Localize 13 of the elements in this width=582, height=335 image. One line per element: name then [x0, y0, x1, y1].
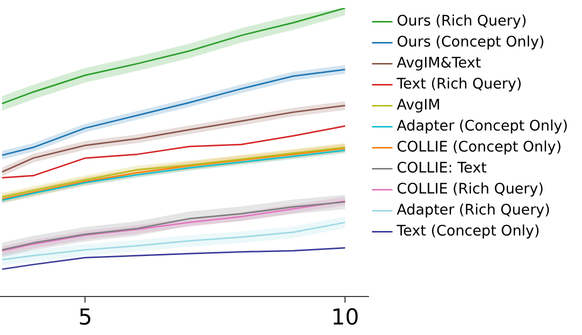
legend-label: Ours (Rich Query): [396, 14, 527, 30]
legend-label: COLLIE: Text: [396, 160, 488, 177]
legend-label: Adapter (Concept Only): [396, 118, 568, 135]
legend-label: COLLIE (Rich Query): [396, 182, 544, 198]
x-tick-label: 10: [331, 306, 360, 331]
legend-label: Ours (Concept Only): [396, 34, 545, 51]
legend-label: Text (Rich Query): [396, 76, 522, 93]
legend-label: AvgIM: [396, 98, 440, 114]
legend-label: Adapter (Rich Query): [396, 202, 550, 219]
legend-label: COLLIE (Concept Only): [396, 140, 562, 156]
legend-label: AvgIM&Text: [396, 56, 482, 72]
legend-label: Text (Concept Only): [396, 224, 540, 240]
x-tick-label: 5: [78, 306, 92, 331]
